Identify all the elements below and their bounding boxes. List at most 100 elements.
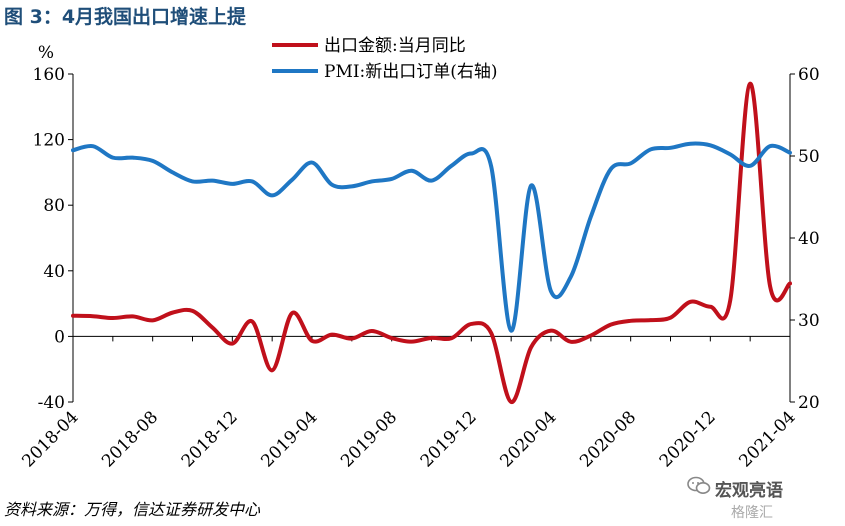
series-2-point xyxy=(688,142,692,146)
series-2-point xyxy=(111,156,115,160)
series-1-point xyxy=(390,336,394,340)
series-1-point xyxy=(649,318,653,322)
series-2-point xyxy=(270,193,274,197)
series-2-point xyxy=(609,167,613,171)
series-1-point xyxy=(728,298,732,302)
series-2-point xyxy=(310,161,314,165)
x-tick-label: 2020-12 xyxy=(656,407,720,471)
series-2-point xyxy=(569,275,573,279)
series-2-point xyxy=(708,143,712,147)
x-tick-label: 2018-04 xyxy=(18,407,82,471)
series-2-point xyxy=(250,179,254,183)
series-1-point xyxy=(350,337,354,341)
x-tick-label: 2020-04 xyxy=(496,407,560,471)
series-1-point xyxy=(191,309,194,313)
y-left-unit: % xyxy=(38,43,54,63)
y-left-tick-label: 120 xyxy=(33,131,65,151)
x-tick-label: 2018-08 xyxy=(98,407,162,471)
series-1-point xyxy=(708,305,712,309)
series-2-point xyxy=(449,164,453,168)
y-left-tick-label: -40 xyxy=(38,393,65,413)
series-2-point xyxy=(669,146,672,150)
series-1-point xyxy=(290,311,294,315)
series-1-point xyxy=(768,284,772,288)
series-2-point xyxy=(210,179,214,183)
series-1-point xyxy=(171,311,175,315)
series-2-point xyxy=(489,165,493,169)
series-2-point xyxy=(529,184,533,188)
series-1-point xyxy=(669,316,672,320)
x-tick-label: 2021-04 xyxy=(735,407,799,471)
series-1-point xyxy=(469,322,473,326)
watermark: 宏观亮语 格隆汇 xyxy=(685,468,835,524)
series-2-point xyxy=(430,179,433,183)
series-1-point xyxy=(210,326,214,330)
legend-label-2: PMI:新出口订单(右轴) xyxy=(324,62,498,82)
watermark-account: 宏观亮语 xyxy=(715,481,783,501)
series-1-point xyxy=(688,300,692,304)
series-1-point xyxy=(609,323,613,327)
series-2-point xyxy=(768,144,772,148)
chart-legend: 出口金额:当月同比 PMI:新出口订单(右轴) xyxy=(272,36,498,82)
series-1-point xyxy=(529,345,533,349)
series-2-point xyxy=(509,329,513,333)
series-1-point xyxy=(131,314,135,318)
series-2-point xyxy=(330,183,334,187)
x-tick-label: 2019-08 xyxy=(337,407,401,471)
series-1-point xyxy=(370,329,374,333)
series-2-point xyxy=(191,179,194,183)
series-2-point xyxy=(91,144,95,148)
series-2-point xyxy=(230,182,234,186)
y-right-tick-label: 30 xyxy=(798,311,820,331)
series-2-point xyxy=(350,184,354,188)
legend-label-1: 出口金额:当月同比 xyxy=(324,36,466,56)
y-right-tick-label: 40 xyxy=(798,229,820,249)
x-tick-label: 2018-12 xyxy=(178,407,242,471)
series-1-point xyxy=(788,281,792,285)
y-left-tick-label: 0 xyxy=(54,327,65,347)
series-1-point xyxy=(410,340,414,344)
x-tick-label: 2020-08 xyxy=(576,407,640,471)
wechat-icon xyxy=(687,476,711,500)
series-2-point xyxy=(788,151,792,155)
series-2-point xyxy=(131,156,135,160)
series-line-1 xyxy=(71,81,792,405)
series-1-point xyxy=(230,342,234,346)
series-1-point xyxy=(489,331,493,335)
y-left-tick-label: 40 xyxy=(43,262,65,282)
figure-source: 资料来源：万得，信达证券研发中心 xyxy=(4,500,261,519)
series-1-point xyxy=(111,316,115,320)
series-2-point xyxy=(728,152,732,156)
y-right-tick-label: 60 xyxy=(798,65,820,85)
series-1-point xyxy=(71,314,75,318)
chart-series xyxy=(71,81,792,405)
series-1-point xyxy=(430,336,433,340)
y-left-tick-label: 160 xyxy=(33,65,65,85)
series-1-point xyxy=(449,336,453,340)
x-tick-label: 2019-04 xyxy=(257,407,321,471)
y-right-tick-label: 20 xyxy=(798,393,820,413)
series-2-point xyxy=(151,159,155,163)
series-2-point xyxy=(629,161,633,165)
series-2-point xyxy=(649,147,653,151)
series-1-point xyxy=(549,329,553,333)
series-1-point xyxy=(748,82,752,86)
series-2-point xyxy=(370,179,374,183)
series-1-point xyxy=(509,400,513,404)
series-2-point xyxy=(410,169,414,173)
series-1-point xyxy=(589,334,593,338)
series-line-2 xyxy=(71,141,792,333)
series-2-point xyxy=(390,177,394,181)
y-right-tick-label: 50 xyxy=(798,147,820,167)
series-2-point xyxy=(71,148,75,152)
series-1-point xyxy=(151,318,155,322)
series-1-point xyxy=(270,368,274,372)
x-tick-label: 2019-12 xyxy=(417,407,481,471)
y-left-tick-label: 80 xyxy=(43,196,65,216)
series-2-point xyxy=(549,289,553,293)
series-2-point xyxy=(171,170,175,174)
series-1-point xyxy=(310,339,314,343)
series-1-point xyxy=(629,319,633,323)
series-1-point xyxy=(330,333,334,337)
